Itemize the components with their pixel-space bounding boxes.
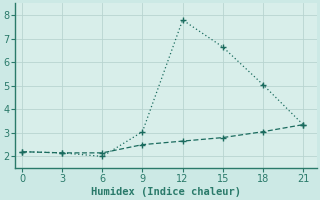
X-axis label: Humidex (Indice chaleur): Humidex (Indice chaleur) (91, 186, 241, 197)
